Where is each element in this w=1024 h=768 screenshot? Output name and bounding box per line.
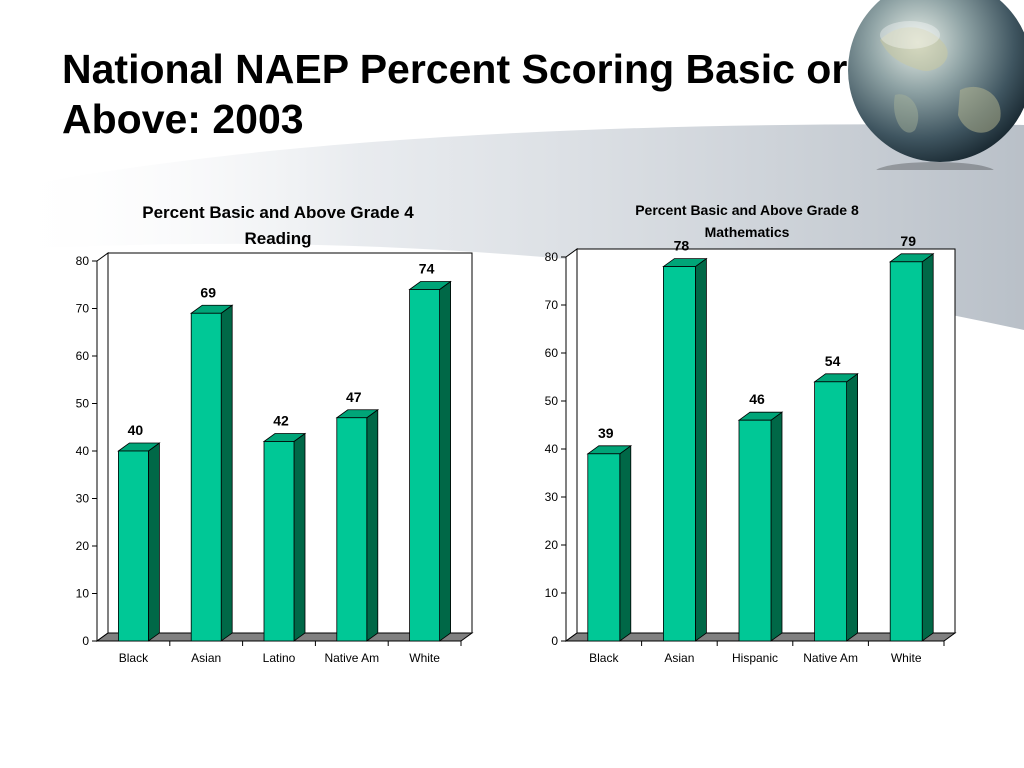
data-label: 46 (749, 391, 765, 407)
y-tick-label: 10 (76, 587, 90, 601)
x-category-label: White (409, 651, 440, 665)
x-category-label: Asian (191, 651, 221, 665)
y-tick-label: 40 (545, 442, 559, 456)
data-label: 79 (900, 233, 916, 249)
bar-side-native-am (846, 373, 858, 642)
bar-black (118, 450, 149, 642)
data-label: 69 (200, 284, 216, 300)
y-tick-label: 30 (76, 492, 90, 506)
data-label: 74 (419, 261, 435, 277)
bar-white (409, 289, 441, 642)
y-tick-label: 40 (76, 444, 90, 458)
globe-image (848, 0, 1024, 170)
data-label: 78 (674, 238, 690, 254)
bar-black (587, 453, 621, 642)
chart-title-line: Reading (244, 229, 311, 248)
y-tick-label: 70 (545, 298, 559, 312)
bar-asian (190, 312, 222, 642)
bar-hispanic (738, 419, 772, 642)
plot-side-wall (565, 248, 578, 642)
x-category-label: Latino (263, 651, 296, 665)
data-label: 40 (128, 422, 144, 438)
bar-native-am (814, 381, 847, 642)
bar-white (889, 261, 923, 642)
chart-title-line: Percent Basic and Above Grade 8 (635, 202, 859, 218)
bar-side-white (921, 253, 934, 642)
y-tick-label: 20 (76, 539, 90, 553)
x-category-label: Black (589, 651, 619, 665)
y-tick-label: 0 (551, 634, 558, 648)
x-category-label: Asian (664, 651, 694, 665)
chart-title-line: Percent Basic and Above Grade 4 (142, 203, 414, 222)
y-tick-label: 10 (545, 586, 559, 600)
x-category-label: Black (119, 651, 149, 665)
bar-native-am (336, 417, 368, 642)
data-label: 47 (346, 389, 362, 405)
y-tick-label: 0 (82, 634, 89, 648)
y-tick-label: 70 (76, 302, 90, 316)
x-category-label: Hispanic (732, 651, 778, 665)
data-label: 39 (598, 425, 614, 441)
bar-latino (263, 441, 295, 642)
x-category-label: Native Am (324, 651, 379, 665)
data-label: 54 (825, 353, 841, 369)
chart-title-line: Mathematics (705, 224, 790, 240)
y-tick-label: 60 (76, 349, 90, 363)
bar-side-asian (695, 257, 707, 642)
slide-title: National NAEP Percent Scoring Basic or A… (62, 46, 848, 142)
y-tick-label: 30 (545, 490, 559, 504)
y-tick-label: 80 (76, 254, 90, 268)
y-tick-label: 20 (545, 538, 559, 552)
x-category-label: Native Am (803, 651, 858, 665)
y-tick-label: 50 (76, 397, 90, 411)
x-category-label: White (891, 651, 922, 665)
y-tick-label: 50 (545, 394, 559, 408)
y-tick-label: 60 (545, 346, 559, 360)
bar-side-black (619, 445, 632, 642)
bar-asian (663, 266, 696, 642)
data-label: 42 (273, 413, 289, 429)
bar-side-hispanic (770, 411, 783, 642)
y-tick-label: 80 (545, 250, 559, 264)
